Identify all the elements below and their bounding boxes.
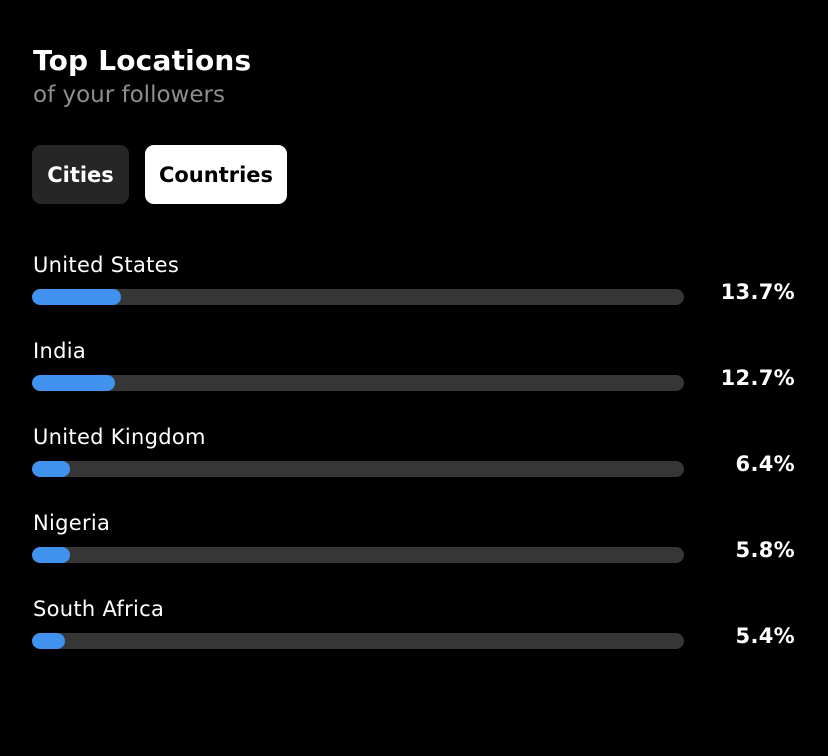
progress-fill bbox=[32, 289, 122, 305]
location-name: India bbox=[33, 339, 87, 363]
tab-cities[interactable]: Cities bbox=[32, 145, 129, 204]
location-row: South Africa 5.4% bbox=[0, 594, 828, 680]
progress-fill bbox=[32, 375, 115, 391]
location-percent: 5.4% bbox=[735, 624, 795, 648]
location-name: United States bbox=[33, 253, 180, 277]
progress-track bbox=[32, 461, 684, 477]
location-row: India 12.7% bbox=[0, 336, 828, 422]
location-percent: 13.7% bbox=[720, 280, 795, 304]
progress-fill bbox=[32, 633, 65, 649]
location-name: United Kingdom bbox=[33, 425, 206, 449]
section-subtitle: of your followers bbox=[33, 82, 225, 108]
location-percent: 12.7% bbox=[720, 366, 795, 390]
location-row: Nigeria 5.8% bbox=[0, 508, 828, 594]
progress-track bbox=[32, 633, 684, 649]
location-percent: 6.4% bbox=[735, 452, 795, 476]
location-percent: 5.8% bbox=[735, 538, 795, 562]
location-type-tabs: Cities Countries bbox=[32, 145, 287, 204]
section-title: Top Locations bbox=[33, 44, 252, 77]
progress-track bbox=[32, 547, 684, 563]
progress-track bbox=[32, 375, 684, 391]
location-row: United Kingdom 6.4% bbox=[0, 422, 828, 508]
progress-fill bbox=[32, 461, 71, 477]
tab-countries[interactable]: Countries bbox=[145, 145, 287, 204]
location-name: Nigeria bbox=[33, 511, 111, 535]
location-name: South Africa bbox=[33, 597, 165, 621]
progress-fill bbox=[32, 547, 71, 563]
location-row: United States 13.7% bbox=[0, 250, 828, 336]
locations-list: United States 13.7% India 12.7% United K… bbox=[0, 250, 828, 680]
progress-track bbox=[32, 289, 684, 305]
